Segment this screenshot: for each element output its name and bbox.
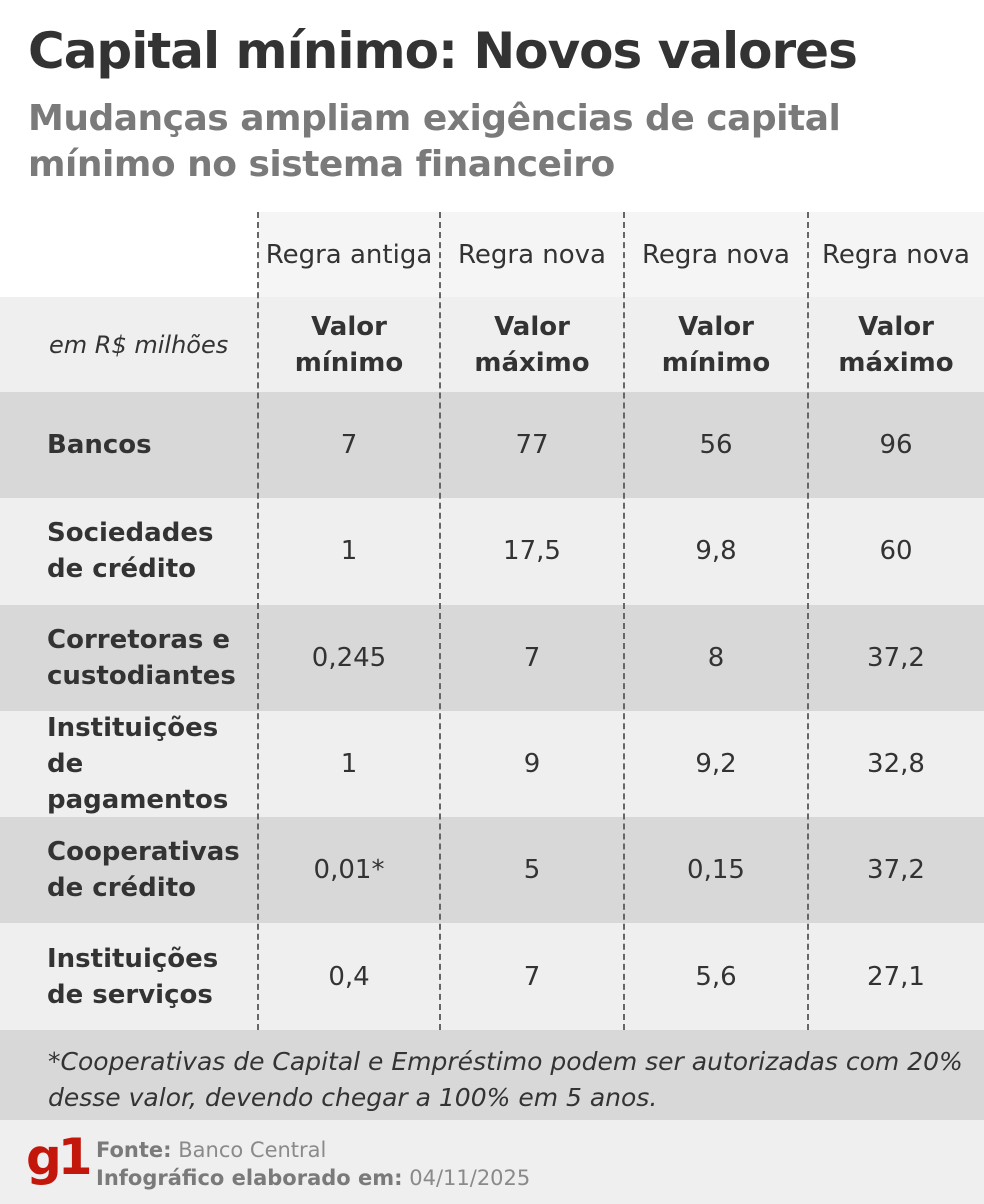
header-row-groups: Regra antiga Regra nova Regra nova Regra… — [0, 212, 984, 297]
column-header: Valor mínimo — [294, 311, 404, 378]
column-divider — [257, 212, 259, 1030]
source-info: Fonte: Banco Central Infográfico elabora… — [96, 1136, 530, 1192]
date-value: 04/11/2025 — [409, 1166, 531, 1190]
source-value: Banco Central — [178, 1138, 327, 1162]
row-label: Instituições de pagamentos — [47, 713, 229, 816]
column-divider — [439, 212, 441, 1030]
row-label: Corretoras e custodiantes — [47, 624, 236, 691]
table-row: Instituições de serviços 0,4 7 5,6 27,1 — [0, 923, 984, 1030]
table-cell: 60 — [879, 536, 913, 567]
table-cell: 9,8 — [695, 536, 737, 567]
row-label: Cooperativas de crédito — [47, 837, 240, 904]
table-cell: 96 — [879, 430, 913, 461]
table-cell: 17,5 — [503, 536, 561, 567]
column-group: Regra nova — [440, 212, 624, 297]
column-header: Valor máximo — [474, 311, 590, 378]
table-cell: 1 — [340, 536, 358, 567]
column-header: Valor máximo — [838, 311, 954, 378]
header-row-columns: em R$ milhões Valor mínimo Valor máximo … — [0, 297, 984, 392]
table-cell: 56 — [699, 430, 733, 461]
table-cell: 27,1 — [867, 961, 925, 992]
row-label: Instituições de serviços — [47, 943, 219, 1010]
table-cell: 0,4 — [328, 961, 370, 992]
table-cell: 0,15 — [687, 855, 745, 886]
table-cell: 5 — [523, 855, 541, 886]
column-divider — [623, 212, 625, 1030]
g1-logo: g1 — [26, 1128, 93, 1186]
table-cell: 7 — [523, 961, 541, 992]
footer: g1 Fonte: Banco Central Infográfico elab… — [0, 1120, 984, 1204]
column-group: Regra nova — [808, 212, 984, 297]
table-cell: 0,01* — [313, 855, 385, 886]
column-group: Regra nova — [624, 212, 808, 297]
table-cell: 0,245 — [311, 642, 387, 673]
page-title: Capital mínimo: Novos valores — [28, 22, 858, 80]
table-cell: 32,8 — [867, 749, 925, 780]
header-empty — [0, 212, 258, 297]
table-row: Cooperativas de crédito 0,01* 5 0,15 37,2 — [0, 817, 984, 924]
table-row: Instituições de pagamentos 1 9 9,2 32,8 — [0, 710, 984, 818]
table-cell: 9 — [523, 749, 541, 780]
column-divider — [807, 212, 809, 1030]
date-label: Infográfico elaborado em: — [96, 1166, 403, 1190]
row-label: Sociedades de crédito — [47, 518, 214, 585]
table-cell: 9,2 — [695, 749, 737, 780]
table-cell: 7 — [523, 642, 541, 673]
table-cell: 37,2 — [867, 642, 925, 673]
data-table: Regra antiga Regra nova Regra nova Regra… — [0, 212, 984, 1030]
footnote: *Cooperativas de Capital e Empréstimo po… — [0, 1030, 984, 1120]
table-row: Sociedades de crédito 1 17,5 9,8 60 — [0, 498, 984, 605]
column-group: Regra antiga — [258, 212, 440, 297]
table-cell: 37,2 — [867, 855, 925, 886]
unit-label: em R$ milhões — [49, 330, 229, 359]
table-row: Bancos 7 77 56 96 — [0, 392, 984, 499]
row-label: Bancos — [47, 430, 152, 461]
page-subtitle: Mudanças ampliam exigências de capital m… — [28, 98, 841, 185]
table-cell: 8 — [707, 642, 725, 673]
table-cell: 5,6 — [695, 961, 737, 992]
table-cell: 1 — [340, 749, 358, 780]
column-header: Valor mínimo — [661, 311, 771, 378]
source-label: Fonte: — [96, 1138, 172, 1162]
table-cell: 77 — [515, 430, 549, 461]
table-row: Corretoras e custodiantes 0,245 7 8 37,2 — [0, 604, 984, 711]
table-cell: 7 — [340, 430, 358, 461]
